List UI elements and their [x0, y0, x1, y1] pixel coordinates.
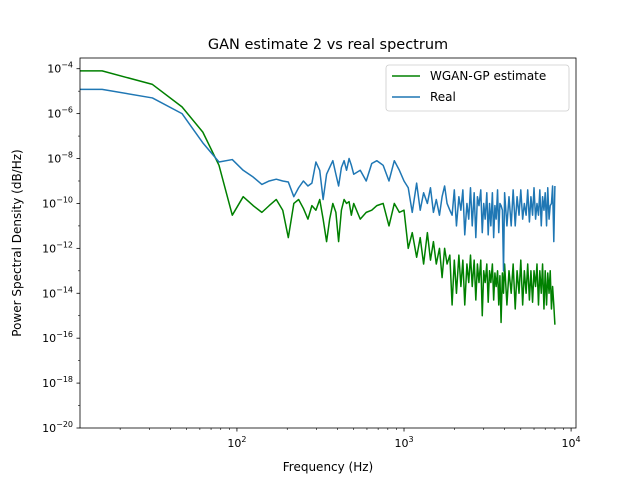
x-tick-label-base: 10	[394, 437, 408, 450]
y-tick-label: 10−12	[42, 240, 73, 255]
y-tick-label-base: 10	[42, 332, 56, 345]
y-tick-label-base: 10	[42, 377, 56, 390]
y-tick-label-base: 10	[47, 153, 61, 166]
legend: WGAN-GP estimate Real	[385, 64, 570, 112]
series-line-real	[80, 88, 556, 272]
y-axis-label: Power Spectral Density (dB/Hz)	[10, 149, 24, 336]
y-tick-label-exponent: −6	[61, 106, 73, 115]
x-tick-label-base: 10	[227, 437, 241, 450]
legend-label-wgan: WGAN-GP estimate	[430, 69, 546, 83]
series-line-wgan-gp-estimate	[80, 70, 556, 325]
y-tick-label-base: 10	[42, 287, 56, 300]
legend-box	[385, 64, 570, 112]
y-tick-label-exponent: −18	[56, 375, 73, 384]
x-tick-label-exponent: 4	[576, 435, 581, 444]
y-tick-label-base: 10	[42, 422, 56, 435]
y-tick-label-exponent: −8	[61, 151, 73, 160]
x-tick-label-exponent: 3	[408, 435, 413, 444]
y-tick-label-exponent: −4	[61, 61, 73, 70]
chart-title: GAN estimate 2 vs real spectrum	[208, 37, 448, 53]
x-axis-label: Frequency (Hz)	[283, 460, 374, 474]
y-tick-label: 10−4	[47, 61, 73, 76]
y-tick-label: 10−18	[42, 375, 73, 390]
y-tick-label: 10−8	[47, 151, 73, 166]
x-tick-label: 102	[227, 435, 246, 450]
y-tick-label-exponent: −14	[56, 285, 73, 294]
x-tick-label-base: 10	[562, 437, 576, 450]
ticks-layer: 102 103 10410−410−610−810−1010−1210−1410−1…	[42, 61, 581, 450]
x-tick-label: 104	[562, 435, 581, 450]
legend-label-real: Real	[430, 90, 456, 104]
y-tick-label-base: 10	[47, 108, 61, 121]
y-tick-label: 10−6	[47, 106, 73, 121]
series-layer	[80, 70, 556, 325]
y-tick-label-exponent: −16	[56, 330, 73, 339]
y-tick-label-base: 10	[47, 63, 61, 76]
y-tick-label-exponent: −12	[56, 240, 73, 249]
y-tick-label-exponent: −10	[56, 195, 73, 204]
y-tick-label: 10−14	[42, 285, 73, 300]
plot-frame	[79, 57, 577, 429]
y-tick-label-exponent: −20	[56, 420, 73, 429]
y-tick-label-base: 10	[42, 242, 56, 255]
x-tick-label-exponent: 2	[241, 435, 246, 444]
x-tick-label: 103	[394, 435, 413, 450]
y-tick-label: 10−10	[42, 195, 73, 210]
y-tick-label: 10−16	[42, 330, 73, 345]
y-tick-label-base: 10	[42, 197, 56, 210]
y-tick-label: 10−20	[42, 420, 73, 435]
